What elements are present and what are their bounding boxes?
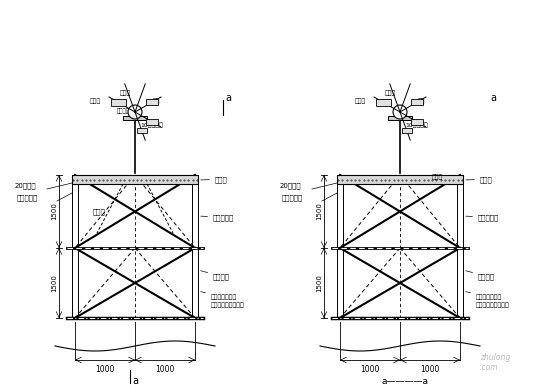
Text: 纵向水平杆: 纵向水平杆 [201, 214, 234, 221]
Text: 八字撑: 八字撑 [93, 208, 106, 215]
Text: 1000: 1000 [95, 365, 115, 374]
FancyBboxPatch shape [376, 99, 391, 106]
Text: 1500: 1500 [51, 203, 57, 221]
Text: a————a: a————a [382, 377, 429, 386]
FancyBboxPatch shape [146, 119, 158, 125]
Text: 橡树支撑底板: 橡树支撑底板 [117, 109, 137, 114]
Text: a: a [225, 93, 231, 103]
Text: 20井桁钢: 20井桁钢 [15, 182, 36, 189]
Text: 1000: 1000 [421, 365, 440, 374]
Text: 横向水平杆: 横向水平杆 [17, 194, 38, 201]
Text: 横向水平杆: 横向水平杆 [282, 194, 304, 201]
FancyBboxPatch shape [137, 128, 147, 133]
Text: 斜杆: 斜杆 [153, 98, 161, 104]
Text: 脚手架: 脚手架 [466, 176, 493, 182]
Text: 10千千斤顶: 10千千斤顶 [405, 123, 428, 128]
Text: 纵向水平杆: 纵向水平杆 [466, 214, 500, 221]
Bar [388, 116, 412, 120]
Circle shape [128, 105, 142, 119]
Text: 下弦杆: 下弦杆 [90, 98, 101, 104]
FancyBboxPatch shape [146, 99, 158, 105]
Text: 1000: 1000 [360, 365, 380, 374]
Text: 斜杆: 斜杆 [418, 98, 426, 104]
Bar [337, 175, 463, 184]
Text: 格构支架: 格构支架 [200, 271, 230, 280]
Text: 1000: 1000 [155, 365, 175, 374]
Text: 格构支架: 格构支架 [466, 271, 495, 280]
Text: 脚手架: 脚手架 [432, 174, 444, 180]
Text: 每二步水平杆设一道: 每二步水平杆设一道 [476, 302, 510, 308]
Text: .com: .com [480, 363, 498, 372]
Text: a: a [490, 93, 496, 103]
Text: 20井桁钢: 20井桁钢 [280, 182, 302, 189]
Text: 附加水平剪刀撑: 附加水平剪刀撑 [466, 292, 502, 300]
Text: zhulong: zhulong [480, 353, 510, 362]
FancyBboxPatch shape [402, 128, 412, 133]
FancyBboxPatch shape [411, 99, 423, 105]
Text: 1500: 1500 [51, 274, 57, 292]
Circle shape [393, 105, 407, 119]
Bar [123, 116, 147, 120]
Bar [72, 175, 198, 184]
Text: 每二步水平杆设一道: 每二步水平杆设一道 [211, 302, 245, 308]
Text: 10千千斤顶: 10千千斤顶 [140, 123, 163, 128]
FancyBboxPatch shape [111, 99, 125, 106]
FancyBboxPatch shape [411, 119, 423, 125]
Text: 附加水平剪刀撑: 附加水平剪刀撑 [200, 292, 237, 300]
Text: 脚手架: 脚手架 [201, 176, 228, 182]
Text: a: a [132, 376, 138, 386]
Text: 下弦杆: 下弦杆 [120, 90, 131, 96]
Text: 下弦杆: 下弦杆 [355, 98, 366, 104]
Text: 1500: 1500 [316, 274, 322, 292]
Text: 下弦杆: 下弦杆 [385, 90, 396, 96]
Text: 1500: 1500 [316, 203, 322, 221]
